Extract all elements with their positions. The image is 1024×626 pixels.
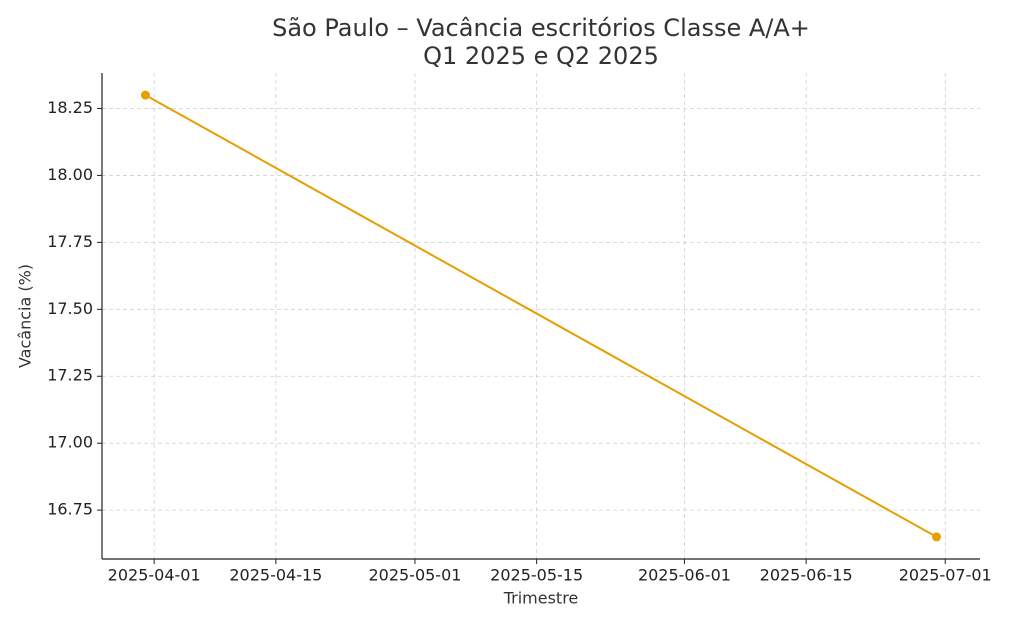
- x-tick-label: 2025-06-15: [760, 566, 853, 585]
- chart-subtitle: Q1 2025 e Q2 2025: [423, 42, 659, 70]
- y-tick-label: 17.50: [47, 299, 93, 318]
- data-point: [932, 532, 942, 542]
- y-tick-label: 18.25: [47, 98, 93, 117]
- x-tick-label: 2025-05-01: [368, 566, 461, 585]
- chart-title: São Paulo – Vacância escritórios Classe …: [272, 14, 810, 42]
- y-tick-label: 18.00: [47, 165, 93, 184]
- x-tick-label: 2025-06-01: [638, 566, 731, 585]
- x-tick-label: 2025-05-15: [490, 566, 583, 585]
- y-tick-label: 16.75: [47, 500, 93, 519]
- y-tick-label: 17.25: [47, 366, 93, 385]
- y-tick-label: 17.00: [47, 433, 93, 452]
- x-tick-label: 2025-04-01: [108, 566, 201, 585]
- x-axis-label: Trimestre: [503, 589, 579, 608]
- x-tick-label: 2025-07-01: [899, 566, 992, 585]
- data-line: [144, 94, 938, 538]
- y-tick-label: 17.75: [47, 232, 93, 251]
- x-tick-label: 2025-04-15: [229, 566, 322, 585]
- data-point: [140, 90, 150, 100]
- y-axis-label: Vacância (%): [16, 264, 35, 368]
